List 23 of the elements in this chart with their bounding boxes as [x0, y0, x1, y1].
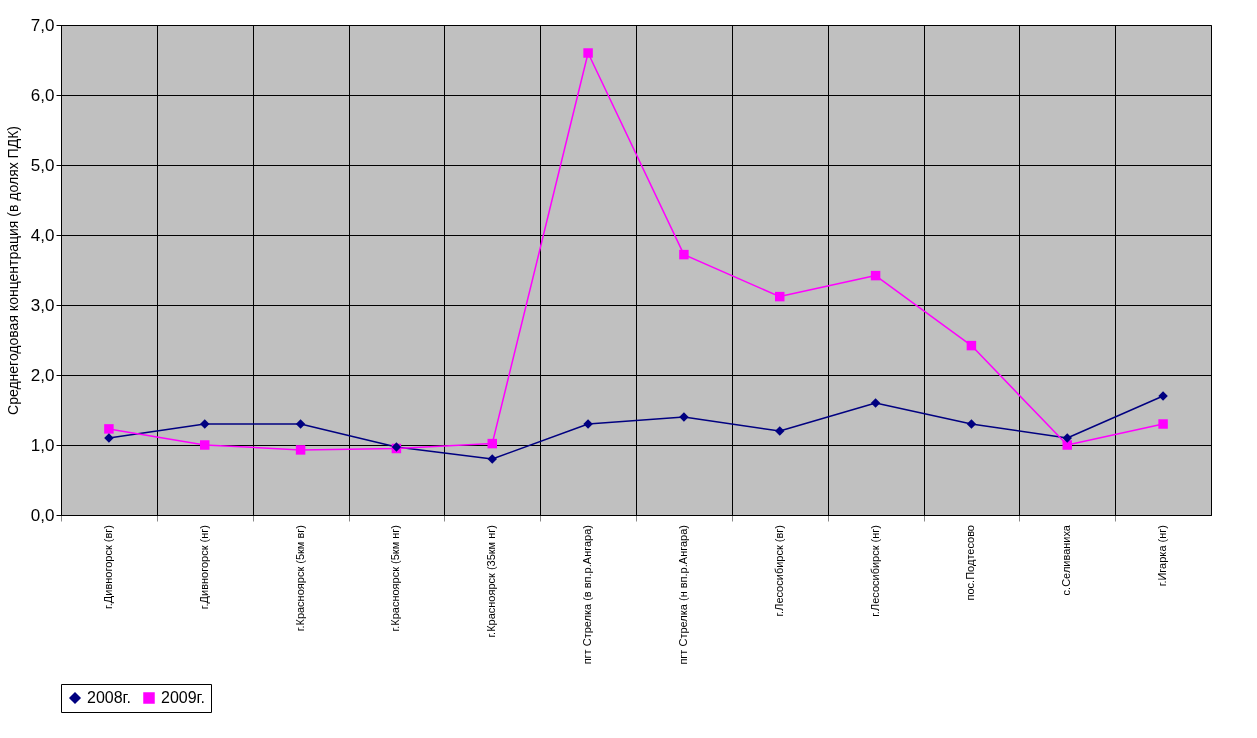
x-tick-label: пгт Стрелка (н вп.р.Ангара) — [676, 525, 689, 665]
x-tick-label: г.Лесосибирск (вг) — [772, 525, 785, 617]
x-tick-label: г.Дивногорск (вг) — [101, 525, 114, 609]
x-tick-label: г.Игарка (нг) — [1156, 525, 1169, 587]
x-tick-label: пгт Стрелка (в вп.р.Ангара) — [581, 525, 594, 665]
x-tick-label: г.Красноярск (5км нг) — [389, 525, 402, 632]
y-tick-label: 3,0 — [30, 295, 55, 315]
x-tick-label: пос.Подтесово — [964, 525, 977, 601]
x-tick-label: с.Селиваниха — [1060, 524, 1073, 596]
y-tick-label: 1,0 — [30, 435, 55, 455]
y-tick-label: 4,0 — [30, 225, 55, 245]
legend-label: 2008г. — [87, 689, 131, 706]
x-tick-label: г.Дивногорск (нг) — [197, 525, 210, 610]
y-tick-label: 7,0 — [30, 15, 55, 35]
y-tick-label: 5,0 — [30, 155, 55, 175]
y-tick-label: 0,0 — [30, 505, 55, 525]
legend-label: 2009г. — [161, 689, 205, 706]
y-tick-label: 2,0 — [30, 365, 55, 385]
y-tick-label: 6,0 — [30, 85, 55, 105]
x-tick-label: г.Лесосибирск (нг) — [868, 525, 881, 617]
x-tick-label: г.Красноярск (5км вг) — [293, 525, 306, 632]
x-tick-label: г.Красноярск (35км нг) — [485, 525, 498, 638]
y-axis-title: Среднегодовая концентрация (в долях ПДК) — [4, 126, 21, 415]
